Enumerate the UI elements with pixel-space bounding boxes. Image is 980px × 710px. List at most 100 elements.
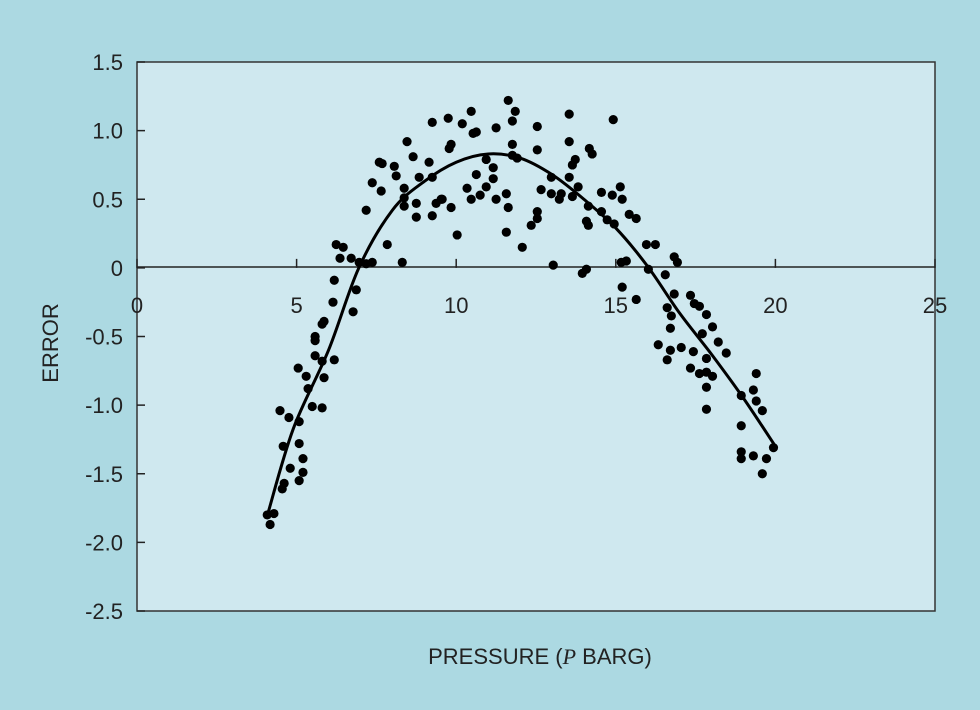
data-point <box>457 119 467 129</box>
data-point <box>503 202 513 213</box>
data-point <box>507 116 517 126</box>
data-point <box>567 160 577 170</box>
data-point <box>617 194 627 204</box>
data-point <box>335 253 345 263</box>
data-point <box>757 469 767 479</box>
data-point <box>596 207 607 217</box>
data-point <box>348 307 358 317</box>
data-point <box>294 438 304 449</box>
data-point <box>697 329 707 339</box>
data-point <box>328 297 338 307</box>
x-tick-label: 5 <box>290 293 302 318</box>
data-point <box>707 371 718 381</box>
data-point <box>748 451 758 461</box>
data-point <box>607 190 617 200</box>
data-point <box>471 169 481 180</box>
data-point <box>507 139 517 149</box>
data-point <box>294 416 304 427</box>
data-point <box>411 212 421 222</box>
data-point <box>481 154 491 165</box>
data-point <box>346 253 356 263</box>
data-point <box>609 219 619 229</box>
data-point <box>669 289 679 299</box>
data-point <box>301 371 311 381</box>
y-tick-label: -1.0 <box>85 393 123 418</box>
data-point <box>310 351 320 361</box>
data-point <box>751 368 761 379</box>
x-tick-label: 10 <box>444 293 468 318</box>
data-point <box>443 113 453 123</box>
data-point <box>546 172 556 182</box>
data-point <box>399 183 409 193</box>
y-axis-title: ERROR <box>38 303 63 382</box>
data-point <box>532 121 542 132</box>
data-point <box>631 213 641 224</box>
data-point <box>452 230 462 240</box>
data-point <box>427 172 437 182</box>
data-point <box>354 257 364 267</box>
data-point <box>701 404 712 414</box>
data-point <box>643 264 653 274</box>
data-point <box>376 186 386 196</box>
x-axis-title: PRESSURE (P BARG) <box>428 644 652 669</box>
plot-area <box>136 61 936 612</box>
data-point <box>293 363 303 373</box>
data-point <box>701 309 712 320</box>
data-point <box>488 163 498 173</box>
data-point <box>501 189 511 199</box>
data-point <box>650 239 660 250</box>
data-point <box>338 242 348 252</box>
x-axis-title-part: PRESSURE ( <box>428 644 563 669</box>
data-point <box>736 454 746 464</box>
data-point <box>466 194 476 204</box>
data-point <box>437 194 447 204</box>
data-point <box>361 205 371 215</box>
data-point <box>446 202 456 213</box>
data-point <box>278 441 288 451</box>
data-point <box>532 207 542 217</box>
data-point <box>602 215 612 225</box>
data-point <box>564 109 574 119</box>
data-point <box>665 345 675 355</box>
data-point <box>748 385 758 395</box>
x-axis-title-variable: P <box>562 644 576 669</box>
data-point <box>414 172 424 182</box>
data-point <box>751 396 761 406</box>
data-point <box>285 463 295 473</box>
data-point <box>475 190 485 200</box>
data-point <box>427 211 437 221</box>
data-point <box>721 348 731 358</box>
data-point <box>761 454 772 464</box>
data-point <box>665 323 675 333</box>
data-point <box>685 363 696 373</box>
data-point <box>329 355 339 365</box>
data-point <box>319 373 329 383</box>
data-point <box>367 178 377 188</box>
data-point <box>269 508 279 519</box>
y-tick-label: -1.5 <box>85 462 123 487</box>
data-point <box>408 152 418 162</box>
data-point <box>284 412 294 423</box>
x-tick-label: 25 <box>923 293 947 318</box>
data-point <box>427 117 437 127</box>
data-point <box>583 220 593 230</box>
data-point <box>277 484 287 494</box>
data-point <box>685 290 696 300</box>
y-tick-label: 1.5 <box>92 50 123 75</box>
data-point <box>397 257 407 267</box>
data-point <box>331 239 341 250</box>
data-point <box>707 322 718 332</box>
data-point <box>466 106 476 117</box>
data-point <box>596 187 607 197</box>
data-point <box>567 191 577 202</box>
data-point <box>265 519 275 530</box>
data-point <box>608 115 618 125</box>
data-point <box>564 172 574 182</box>
data-point <box>491 123 501 133</box>
data-point <box>462 183 472 193</box>
data-point <box>688 346 698 357</box>
data-point <box>713 337 723 347</box>
data-point <box>536 185 546 195</box>
data-point <box>351 285 361 295</box>
data-point <box>294 476 304 486</box>
